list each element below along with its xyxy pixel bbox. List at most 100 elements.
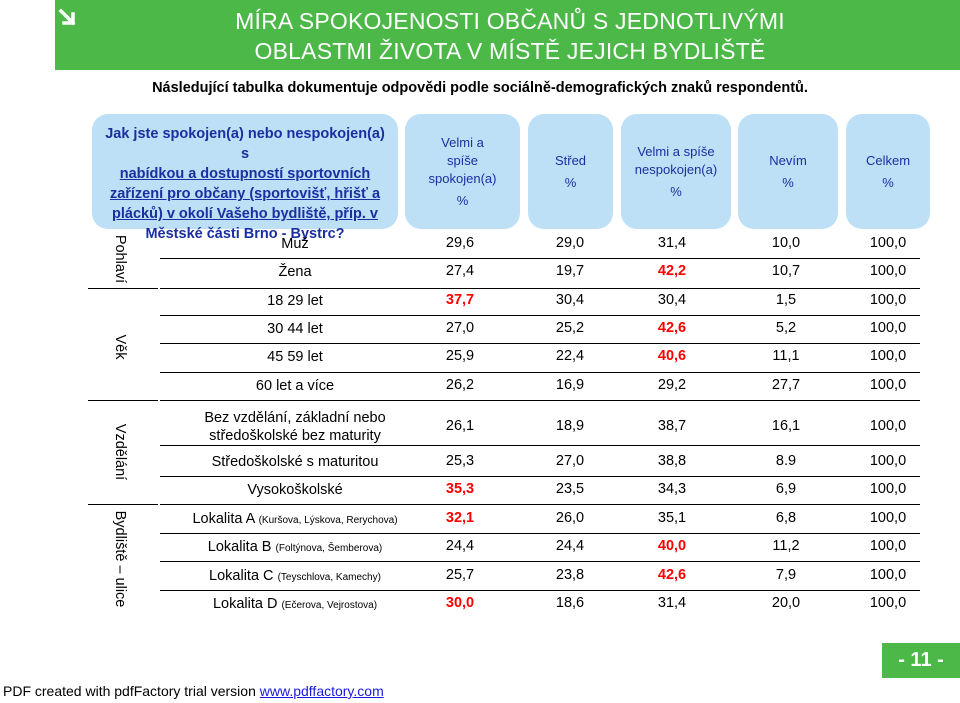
table-cell: 10,0 [771, 235, 801, 251]
table-cell: 100,0 [869, 348, 907, 364]
table-cell: 100,0 [869, 510, 907, 526]
row-label-line-2: středoškolské bez maturity [209, 428, 381, 444]
table-cell: 38,8 [657, 453, 687, 469]
column-header-4-line-1: Nevím [769, 152, 807, 168]
row-label: Středoškolské s maturitou [175, 453, 415, 471]
column-header-box-1 [405, 114, 520, 229]
group-label-age: Věk [112, 334, 128, 360]
table-cell: 10,7 [771, 263, 801, 279]
table-cell: 7,9 [775, 567, 797, 583]
table-cell: 42,6 [657, 320, 687, 336]
row-label: 60 let a více [175, 377, 415, 395]
table-cell: 18,9 [555, 418, 585, 434]
table-cell: 20,0 [771, 595, 801, 611]
column-header-3-line-2: nespokojen(a) [634, 161, 718, 177]
table-cell: 25,9 [445, 348, 475, 364]
page-number: - 11 - [882, 643, 960, 678]
row-label-streets: (Foltýnova, Šemberova) [275, 543, 383, 554]
row-label-streets: (Teyschlova, Kamechy) [277, 572, 381, 583]
question-line-1: Jak jste spokojen(a) nebo nespokojen(a) … [105, 126, 385, 162]
row-label-streets: (Ečerova, Vejrostova) [281, 600, 378, 611]
table-cell: 37,7 [445, 292, 475, 308]
question-line-4: plácků) v okolí Vašeho bydliště, příp. v [112, 206, 378, 222]
table-cell: 27,4 [445, 263, 475, 279]
row-label-main: Žena [278, 264, 312, 280]
row-separator [160, 590, 920, 591]
row-label: Lokalita A (Kuršova, Lýskova, Rerychova) [175, 510, 415, 530]
table-cell: 29,2 [657, 377, 687, 393]
row-separator [160, 372, 920, 373]
table-cell: 100,0 [869, 235, 907, 251]
column-header-3-line-1: Velmi a spíše [637, 143, 715, 159]
table-cell: 100,0 [869, 418, 907, 434]
column-header-5-unit: % [882, 174, 894, 190]
table-cell: 100,0 [869, 595, 907, 611]
table-cell: 24,4 [445, 538, 475, 554]
row-separator [160, 315, 920, 316]
row-label-main: Lokalita C [209, 568, 274, 584]
column-header-3-unit: % [670, 183, 682, 199]
table-cell: 25,3 [445, 453, 475, 469]
column-header-box-4 [738, 114, 838, 229]
arrow-down-right-icon [58, 8, 76, 26]
row-label: 18 29 let [175, 292, 415, 310]
table-cell: 31,4 [657, 235, 687, 251]
table-cell: 16,9 [555, 377, 585, 393]
table-cell: 34,3 [657, 481, 687, 497]
table-cell: 100,0 [869, 481, 907, 497]
column-header-box-3 [621, 114, 731, 229]
group-label-residence: Bydliště – ulice [112, 510, 128, 608]
table-cell: 18,6 [555, 595, 585, 611]
title-line-1: MÍRA SPOKOJENOSTI OBČANŮ S JEDNOTLIVÝMI [235, 8, 785, 34]
column-header-4-unit: % [782, 174, 794, 190]
question-text: Jak jste spokojen(a) nebo nespokojen(a) … [100, 124, 390, 244]
question-line-5: Městské části Brno - Bystrc? [145, 226, 345, 242]
row-label: 30 44 let [175, 320, 415, 338]
subtitle: Následující tabulka dokumentuje odpovědi… [152, 80, 808, 96]
table-cell: 100,0 [869, 320, 907, 336]
row-label: Bez vzdělání, základní nebo středoškolské… [175, 409, 415, 445]
question-box [92, 114, 398, 229]
table-cell: 6,9 [775, 481, 797, 497]
table-cell: 42,2 [657, 263, 687, 279]
column-header-5: Celkem % [846, 114, 930, 229]
table-cell: 100,0 [869, 538, 907, 554]
row-label-main: Středoškolské s maturitou [211, 454, 379, 470]
row-separator [160, 561, 920, 562]
footer-link[interactable]: www.pdffactory.com [259, 683, 384, 699]
table-cell: 25,2 [555, 320, 585, 336]
group-label-gender: Pohlaví [112, 234, 128, 284]
table-cell: 40,0 [657, 538, 687, 554]
table-cell: 11,1 [772, 348, 800, 364]
row-separator [160, 258, 920, 259]
group-label-education: Vzdělání [112, 423, 128, 481]
column-header-2: Střed % [528, 114, 613, 229]
column-header-1-unit: % [456, 192, 469, 208]
table-cell: 16,1 [771, 418, 801, 434]
header-band [55, 0, 960, 70]
table-cell: 40,6 [657, 348, 687, 364]
table-cell: 100,0 [869, 377, 907, 393]
table-cell: 35,1 [657, 510, 687, 526]
table-cell: 38,7 [657, 418, 687, 434]
table-cell: 100,0 [869, 292, 907, 308]
table-cell: 29,6 [445, 235, 475, 251]
row-label-main: Muž [281, 236, 309, 252]
row-label-main: 60 let a více [255, 378, 335, 394]
row-label-main: 30 44 let [267, 321, 323, 337]
table-cell: 1,5 [775, 292, 797, 308]
row-label: 45 59 let [175, 348, 415, 366]
table-cell: 32,1 [445, 510, 475, 526]
table-cell: 26,1 [445, 418, 475, 434]
row-separator [160, 445, 920, 446]
table-cell: 29,0 [555, 235, 585, 251]
column-header-1-line-3: spokojen(a) [428, 170, 497, 186]
column-header-box-5 [846, 114, 930, 229]
table-cell: 24,4 [555, 538, 585, 554]
row-label-main: 18 29 let [267, 293, 323, 309]
row-label: Lokalita C (Teyschlova, Kamechy) [175, 567, 415, 587]
table-cell: 30,4 [657, 292, 687, 308]
table-cell: 30,0 [445, 595, 475, 611]
row-separator [160, 533, 920, 534]
column-header-1-line-1: Velmi a [441, 134, 484, 150]
